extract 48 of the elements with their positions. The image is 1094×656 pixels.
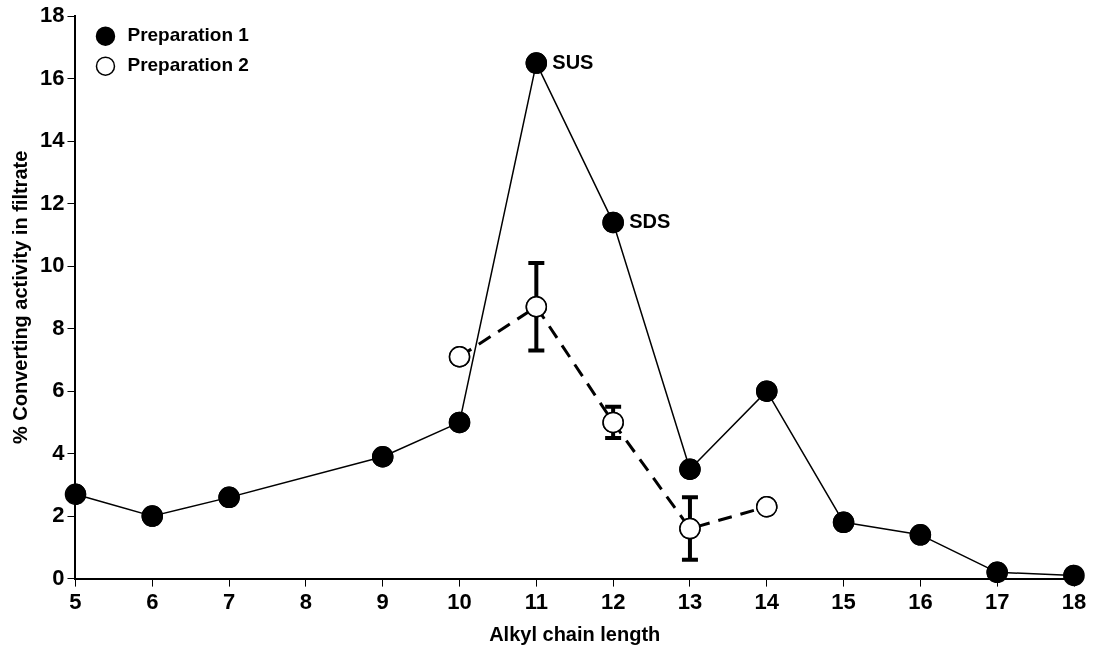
point [448,411,471,434]
point [986,561,1008,584]
point [832,511,855,534]
x-tick-label: 14 [754,588,780,614]
y-tick-label: 2 [52,502,65,528]
point [756,380,778,402]
point [756,495,778,518]
legend-label: Preparation 2 [127,54,249,76]
y-tick-label: 6 [52,377,65,403]
y-tick-label: 4 [52,439,66,465]
annotation: SDS [629,209,671,232]
x-tick-label: 13 [677,588,703,614]
y-tick-label: 16 [39,64,65,90]
point [525,296,548,318]
x-tick-label: 12 [600,588,626,614]
x-tick-label: 10 [447,588,472,614]
x-tick-label: 18 [1061,588,1087,614]
x-tick-label: 15 [831,588,856,614]
y-tick-label: 18 [39,2,65,28]
legend-label: Preparation 1 [127,24,250,46]
point [525,52,548,74]
x-tick-label: 8 [299,588,313,614]
x-tick-label: 11 [524,588,548,614]
point [218,486,240,509]
y-tick-label: 8 [52,314,65,340]
x-tick-label: 6 [146,588,159,614]
annotation: SUS [552,50,594,73]
point [602,411,624,434]
x-tick-label: 9 [376,588,389,614]
y-tick-label: 0 [52,564,65,590]
y-tick-label: 12 [39,189,65,215]
point [602,211,624,234]
point [448,346,471,368]
x-tick-label: 7 [222,588,236,614]
point [909,524,932,546]
point [679,517,701,540]
point [371,446,394,468]
x-axis-title: Alkyl chain length [489,622,661,645]
y-tick-label: 10 [39,252,65,278]
point [64,483,87,505]
x-tick-label: 17 [984,588,1010,614]
point [1063,564,1085,587]
x-tick-label: 5 [69,588,82,614]
point [141,505,164,527]
y-tick-label: 14 [39,127,66,153]
x-tick-label: 16 [908,588,933,614]
y-axis-title: % Converting activity in filtrate [8,150,31,445]
point [679,458,701,480]
